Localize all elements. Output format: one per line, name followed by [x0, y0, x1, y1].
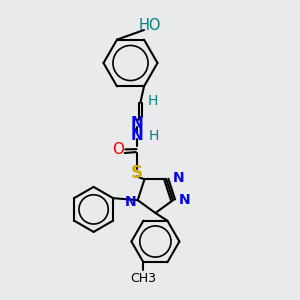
Text: O: O: [112, 142, 124, 158]
Text: H: H: [148, 94, 158, 108]
Text: N: N: [130, 128, 143, 143]
Text: N: N: [124, 195, 136, 208]
Text: CH3: CH3: [130, 272, 156, 285]
Text: N: N: [179, 193, 191, 206]
Text: N: N: [172, 171, 184, 185]
Text: H: H: [148, 129, 159, 142]
Text: HO: HO: [139, 18, 161, 33]
Text: S: S: [130, 164, 142, 181]
Text: N: N: [130, 116, 143, 131]
